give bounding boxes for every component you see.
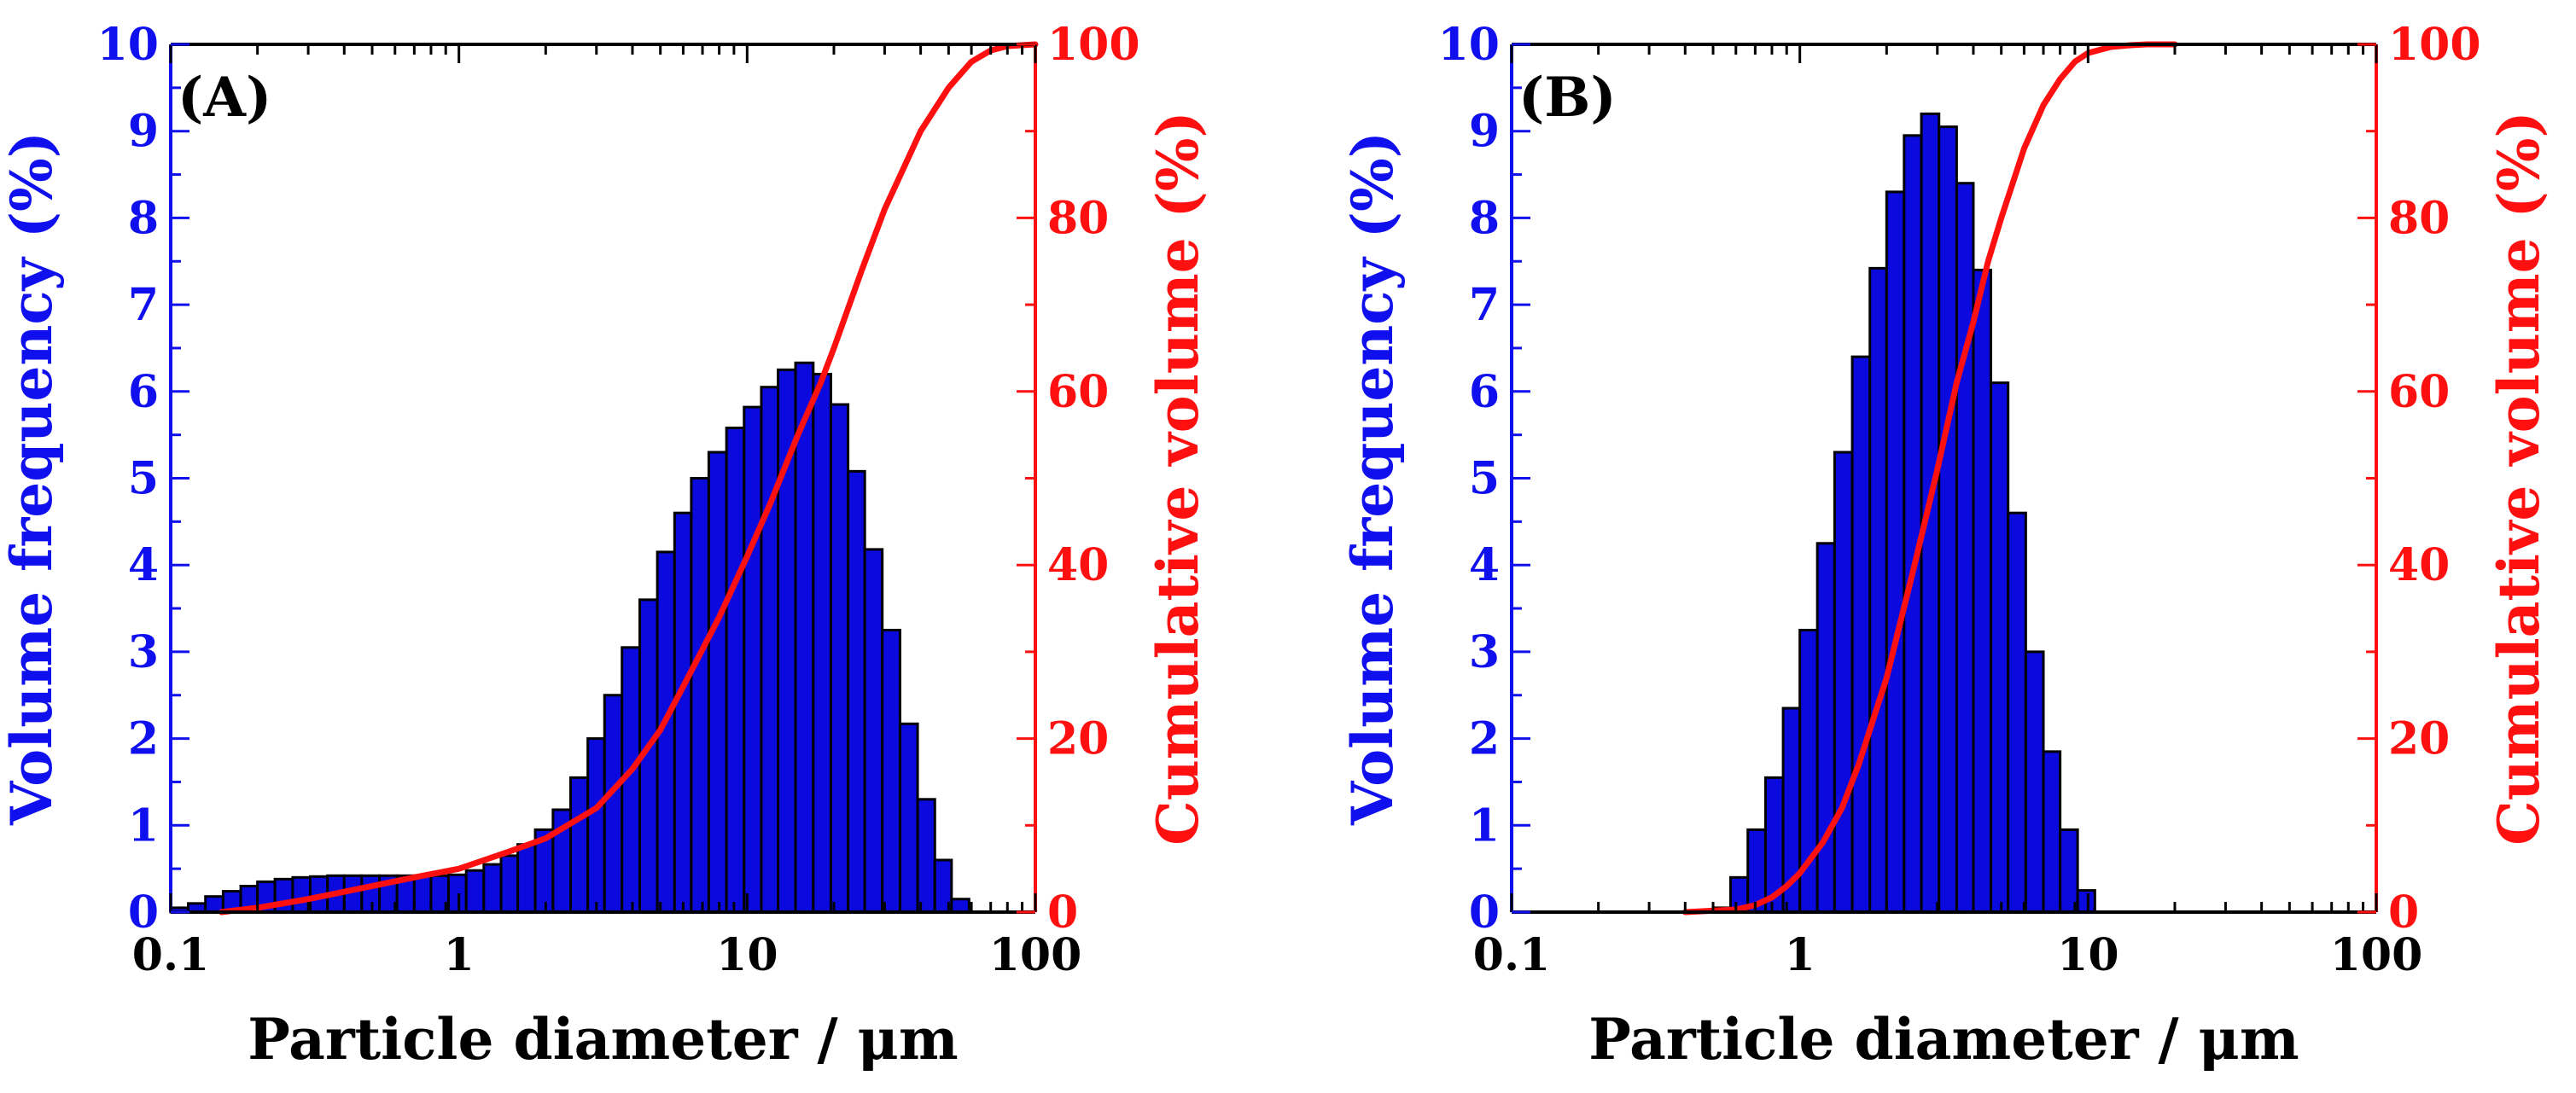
histogram-bar <box>603 694 624 914</box>
histogram-bar <box>2059 828 2079 914</box>
histogram-bar <box>829 403 850 914</box>
histogram-bar <box>760 386 780 914</box>
histogram-bar <box>360 874 382 914</box>
histogram-bar <box>499 854 520 914</box>
y2-axis-title: Cumulative volume (%) <box>1145 111 1211 845</box>
histogram-bar <box>482 863 503 914</box>
histogram-bar <box>794 361 815 914</box>
histogram-bar <box>516 843 537 914</box>
y2-tick-label: 60 <box>1047 366 1109 418</box>
y2-tick-label: 100 <box>1047 19 1140 71</box>
y2-tick-label: 20 <box>1047 713 1109 765</box>
x-tick-label: 10 <box>2057 929 2118 981</box>
y-tick-label: 4 <box>128 539 159 591</box>
histogram-bar <box>1885 190 1906 914</box>
histogram-bar <box>743 405 763 914</box>
x-axis-title: Particle diameter / μm <box>1588 1006 2299 1073</box>
histogram-bar <box>1903 134 1923 914</box>
y-tick-label: 9 <box>1469 106 1500 158</box>
histogram-bar <box>725 427 746 914</box>
histogram-bar <box>950 898 970 914</box>
histogram-bar <box>1815 542 1836 914</box>
y-tick-label: 1 <box>128 799 159 852</box>
x-tick-label: 100 <box>989 929 1082 981</box>
y2-tick-label: 40 <box>1047 539 1109 591</box>
x-axis-title: Particle diameter / μm <box>248 1006 958 1073</box>
y-tick-label: 6 <box>1469 366 1500 418</box>
histogram-bar <box>1833 451 1854 914</box>
histogram-bar <box>673 511 693 914</box>
y-tick-label: 7 <box>128 279 159 331</box>
y2-tick-label: 0 <box>2388 887 2419 939</box>
histogram-bar <box>881 628 901 914</box>
y-tick-label: 3 <box>1469 626 1500 678</box>
histogram-bar <box>898 722 919 914</box>
histogram-bar <box>1972 268 1992 914</box>
y2-tick-label: 100 <box>2388 19 2481 71</box>
histogram-bar <box>690 477 710 914</box>
histogram-bar <box>1989 381 2010 914</box>
y-tick-label: 1 <box>1469 799 1500 852</box>
panel-label: (A) <box>178 66 271 130</box>
histogram-bar <box>847 469 866 914</box>
y-tick-label: 3 <box>128 626 159 678</box>
y2-tick-label: 0 <box>1047 887 1078 939</box>
histogram-bar <box>707 451 728 914</box>
histogram-bar <box>863 548 884 914</box>
y-tick-label: 0 <box>128 887 159 939</box>
x-tick-label: 1 <box>1785 929 1815 981</box>
histogram-bar <box>1955 182 1975 914</box>
histogram-bar <box>812 372 832 914</box>
y2-axis-title: Cumulative volume (%) <box>2486 111 2552 845</box>
y2-tick-label: 80 <box>2388 192 2450 244</box>
x-tick-label: 1 <box>444 929 475 981</box>
y-tick-label: 10 <box>97 19 159 71</box>
cumulative-volume-line <box>218 41 1039 916</box>
y-tick-label: 7 <box>1469 279 1500 331</box>
histogram-bar <box>568 776 590 914</box>
y-tick-label: 2 <box>1469 713 1500 765</box>
histogram-bar <box>464 869 486 914</box>
histogram-bar <box>2042 750 2062 914</box>
histogram-bar <box>412 874 433 914</box>
histogram-bar <box>2007 511 2027 914</box>
y-tick-label: 2 <box>128 713 159 765</box>
y-tick-label: 6 <box>128 366 159 418</box>
y-tick-label: 10 <box>1438 19 1500 71</box>
x-tick-label: 0.1 <box>1473 929 1550 981</box>
y2-tick-label: 60 <box>2388 366 2450 418</box>
histogram-bar <box>1868 266 1888 914</box>
y-tick-label: 0 <box>1469 887 1500 939</box>
histogram-bar <box>2024 650 2045 914</box>
y-axis-title: Volume frequency (%) <box>0 131 65 826</box>
y-axis-title: Volume frequency (%) <box>1339 131 1406 826</box>
y2-tick-label: 40 <box>2388 539 2450 591</box>
x-tick-label: 0.1 <box>132 929 209 981</box>
histogram-bar <box>1938 125 1958 914</box>
histogram-bar <box>586 737 606 914</box>
histogram-bar <box>446 873 468 914</box>
y-tick-label: 8 <box>1469 192 1500 244</box>
x-tick-label: 100 <box>2330 929 2423 981</box>
x-tick-label: 10 <box>716 929 778 981</box>
y-tick-label: 9 <box>128 106 159 158</box>
panel-a: 0.1 1 10 100012345678910020406080100Particl… <box>0 19 1211 1073</box>
y2-tick-label: 20 <box>2388 713 2450 765</box>
histogram-bar <box>1850 355 1872 914</box>
panel-label: (B) <box>1518 66 1617 130</box>
histogram-bar <box>2076 889 2096 914</box>
panel-b: 0.1 1 10 100012345678910020406080100Particl… <box>1339 19 2552 1073</box>
y-tick-label: 5 <box>1469 453 1500 505</box>
y-tick-label: 5 <box>128 453 159 505</box>
y-tick-label: 4 <box>1469 539 1500 591</box>
y-tick-label: 8 <box>128 192 159 244</box>
histogram-bar <box>916 798 936 914</box>
y2-tick-label: 80 <box>1047 192 1109 244</box>
